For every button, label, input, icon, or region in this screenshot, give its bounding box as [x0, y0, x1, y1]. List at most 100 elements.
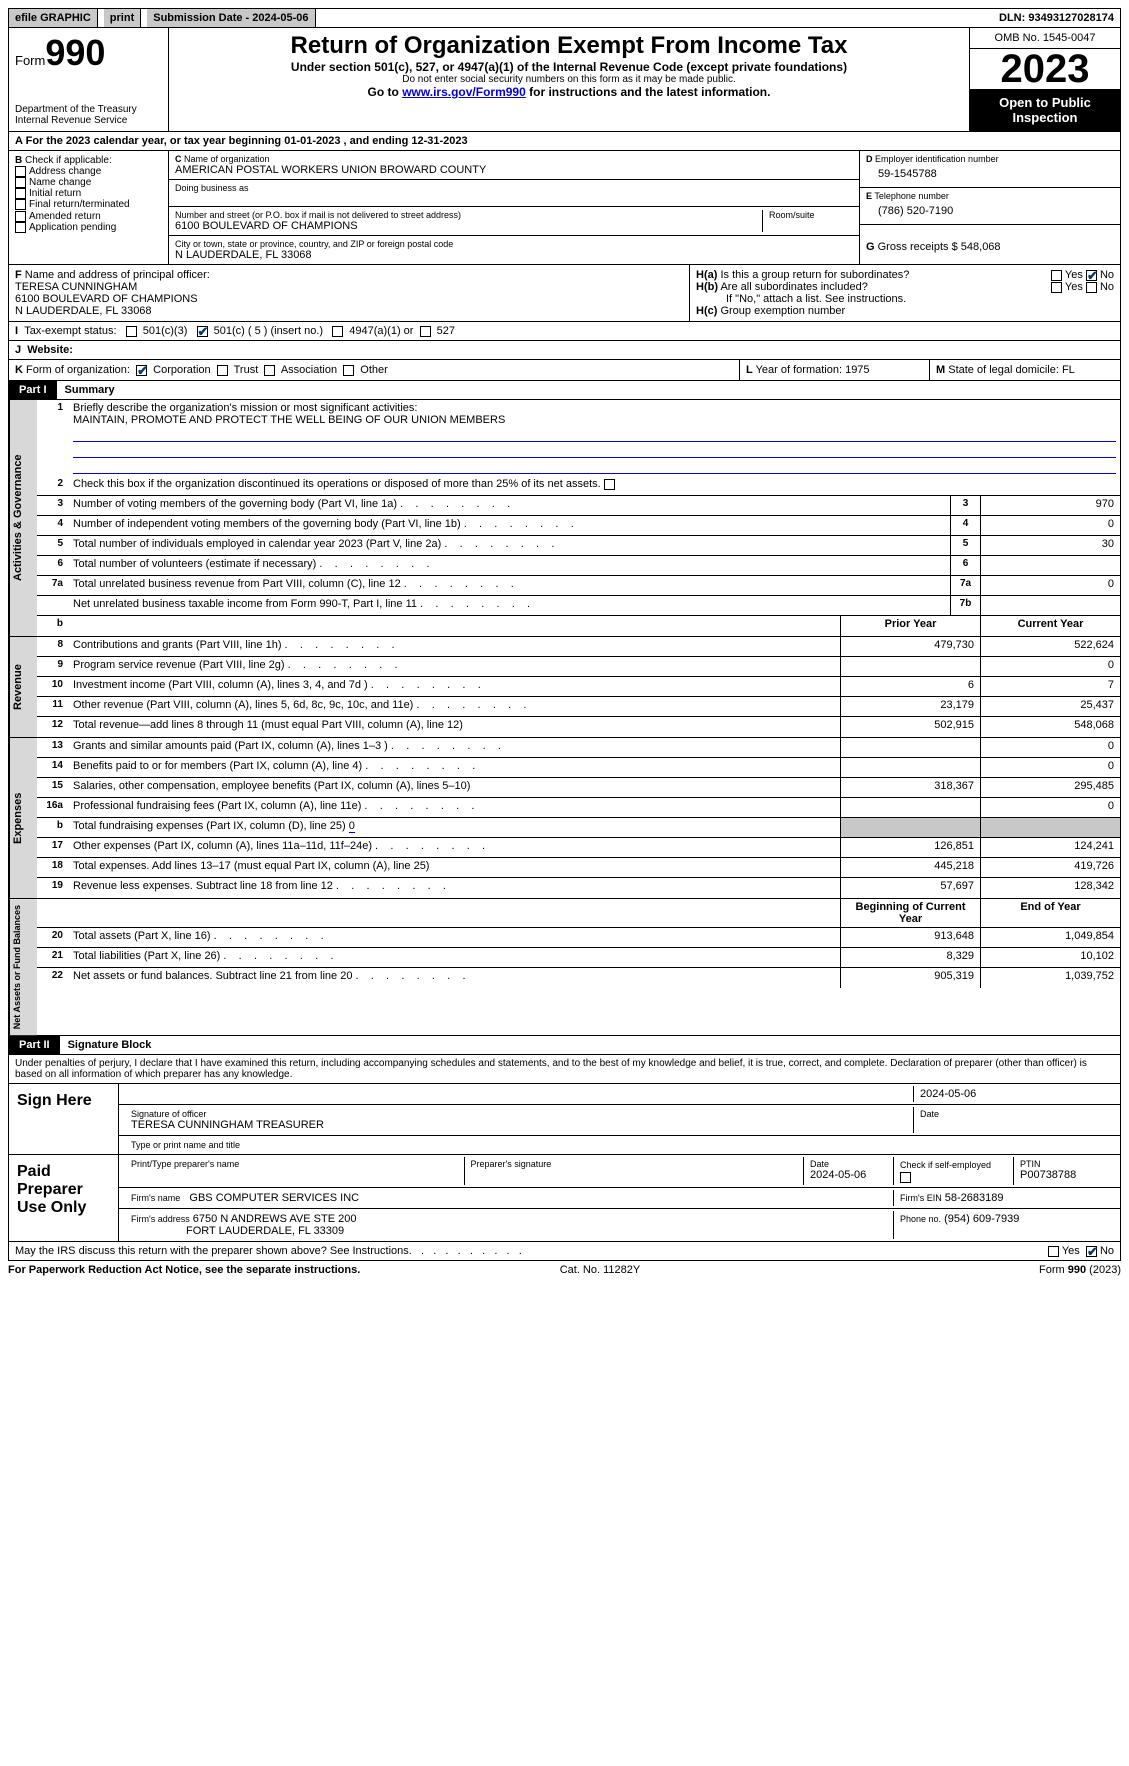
form-title: Return of Organization Exempt From Incom… [177, 32, 961, 60]
checkbox-discuss-no[interactable] [1086, 1246, 1097, 1257]
checkbox-self-employed[interactable] [900, 1172, 911, 1183]
checkbox-name-change[interactable] [15, 177, 26, 188]
checkbox-ha-yes[interactable] [1051, 270, 1062, 281]
checkbox-ha-no[interactable] [1086, 270, 1097, 281]
val-7b [980, 596, 1120, 615]
subtitle-3: Go to www.irs.gov/Form990 for instructio… [177, 85, 961, 99]
p14 [840, 758, 980, 777]
c22: 1,039,752 [980, 968, 1120, 988]
perjury-text: Under penalties of perjury, I declare th… [8, 1055, 1121, 1084]
c15: 295,485 [980, 778, 1120, 797]
submission-date: Submission Date - 2024-05-06 [147, 9, 315, 27]
c14: 0 [980, 758, 1120, 777]
checkbox-other[interactable] [343, 365, 354, 376]
section-bcd: B Check if applicable: Address change Na… [8, 151, 1121, 265]
discuss-row: May the IRS discuss this return with the… [8, 1242, 1121, 1261]
checkbox-assoc[interactable] [264, 365, 275, 376]
org-address: 6100 BOULEVARD OF CHAMPIONS [175, 220, 756, 232]
val-5: 30 [980, 536, 1120, 555]
firm-addr1: 6750 N ANDREWS AVE STE 200 [193, 1213, 357, 1225]
checkbox-4947[interactable] [332, 326, 343, 337]
c12: 548,068 [980, 717, 1120, 737]
checkbox-final-return[interactable] [15, 199, 26, 210]
efile-graphic-label: efile GRAPHIC [9, 9, 98, 27]
checkbox-amended[interactable] [15, 211, 26, 222]
checkbox-hb-yes[interactable] [1051, 282, 1062, 293]
sign-here-label: Sign Here [9, 1084, 119, 1154]
summary-activities: Activities & Governance 1 Briefly descri… [8, 400, 1121, 637]
vert-revenue: Revenue [9, 637, 37, 737]
c17: 124,241 [980, 838, 1120, 857]
p9 [840, 657, 980, 676]
part2-header: Part II [9, 1036, 60, 1054]
print-button[interactable]: print [104, 9, 141, 27]
box-b: B Check if applicable: Address change Na… [9, 151, 169, 264]
ein-value: 59-1545788 [866, 164, 1114, 184]
checkbox-address-change[interactable] [15, 166, 26, 177]
checkbox-app-pending[interactable] [15, 222, 26, 233]
phone-value: (786) 520-7190 [866, 201, 1114, 221]
firm-ein: 58-2683189 [945, 1192, 1004, 1204]
c19: 128,342 [980, 878, 1120, 898]
officer-name: TERESA CUNNINGHAM [15, 281, 137, 293]
officer-addr1: 6100 BOULEVARD OF CHAMPIONS [15, 293, 198, 305]
gross-receipts: 548,068 [961, 241, 1001, 253]
part1-bar: Part I Summary [8, 381, 1121, 400]
val-6 [980, 556, 1120, 575]
c11: 25,437 [980, 697, 1120, 716]
checkbox-527[interactable] [420, 326, 431, 337]
irs-form990-link[interactable]: www.irs.gov/Form990 [402, 85, 526, 99]
subtitle-1: Under section 501(c), 527, or 4947(a)(1)… [177, 60, 961, 74]
firm-phone: (954) 609-7939 [944, 1213, 1019, 1225]
p13 [840, 738, 980, 757]
part2-bar: Part II Signature Block [8, 1036, 1121, 1055]
checkbox-trust[interactable] [217, 365, 228, 376]
checkbox-discuss-yes[interactable] [1048, 1246, 1059, 1257]
val-4: 0 [980, 516, 1120, 535]
omb-number: OMB No. 1545-0047 [970, 28, 1120, 49]
p22: 905,319 [840, 968, 980, 988]
irs-label: Internal Revenue Service [15, 115, 162, 126]
cat-no: Cat. No. 11282Y [560, 1264, 641, 1276]
row-j: J Website: [8, 341, 1121, 360]
part2-title: Signature Block [60, 1036, 160, 1054]
page-footer: For Paperwork Reduction Act Notice, see … [8, 1261, 1121, 1279]
checkbox-501c[interactable] [197, 326, 208, 337]
p18: 445,218 [840, 858, 980, 877]
paid-preparer-block: Paid Preparer Use Only Print/Type prepar… [8, 1155, 1121, 1242]
checkbox-corp[interactable] [136, 365, 147, 376]
p17: 126,851 [840, 838, 980, 857]
val-7a: 0 [980, 576, 1120, 595]
subtitle-2: Do not enter social security numbers on … [177, 74, 961, 85]
row-a-tax-year: A For the 2023 calendar year, or tax yea… [8, 132, 1121, 151]
checkbox-501c3[interactable] [126, 326, 137, 337]
c16a: 0 [980, 798, 1120, 817]
dept-treasury: Department of the Treasury [15, 104, 162, 115]
sign-here-block: Sign Here 2024-05-06 Signature of office… [8, 1084, 1121, 1155]
p21: 8,329 [840, 948, 980, 967]
checkbox-initial-return[interactable] [15, 188, 26, 199]
firm-addr2: FORT LAUDERDALE, FL 33309 [186, 1225, 344, 1237]
year-formation: Year of formation: 1975 [756, 364, 870, 376]
form-number: Form990 [15, 32, 162, 74]
vert-netassets: Net Assets or Fund Balances [9, 899, 37, 1035]
top-bar: efile GRAPHIC print Submission Date - 20… [8, 8, 1121, 28]
checkbox-hb-no[interactable] [1086, 282, 1097, 293]
p8: 479,730 [840, 637, 980, 656]
summary-netassets: Net Assets or Fund Balances Beginning of… [8, 899, 1121, 1036]
ptin: P00738788 [1020, 1169, 1076, 1181]
p11: 23,179 [840, 697, 980, 716]
checkbox-discontinued[interactable] [604, 479, 615, 490]
c13: 0 [980, 738, 1120, 757]
org-name: AMERICAN POSTAL WORKERS UNION BROWARD CO… [175, 164, 853, 176]
p12: 502,915 [840, 717, 980, 737]
row-i: I Tax-exempt status: 501(c)(3) 501(c) ( … [8, 322, 1121, 341]
c20: 1,049,854 [980, 928, 1120, 947]
p19: 57,697 [840, 878, 980, 898]
val-16b: 0 [349, 820, 355, 833]
section-fh: F Name and address of principal officer:… [8, 265, 1121, 322]
org-city: N LAUDERDALE, FL 33068 [175, 249, 853, 261]
firm-name: GBS COMPUTER SERVICES INC [189, 1192, 359, 1204]
prep-date: 2024-05-06 [810, 1169, 866, 1181]
tax-year: 2023 [970, 49, 1120, 89]
